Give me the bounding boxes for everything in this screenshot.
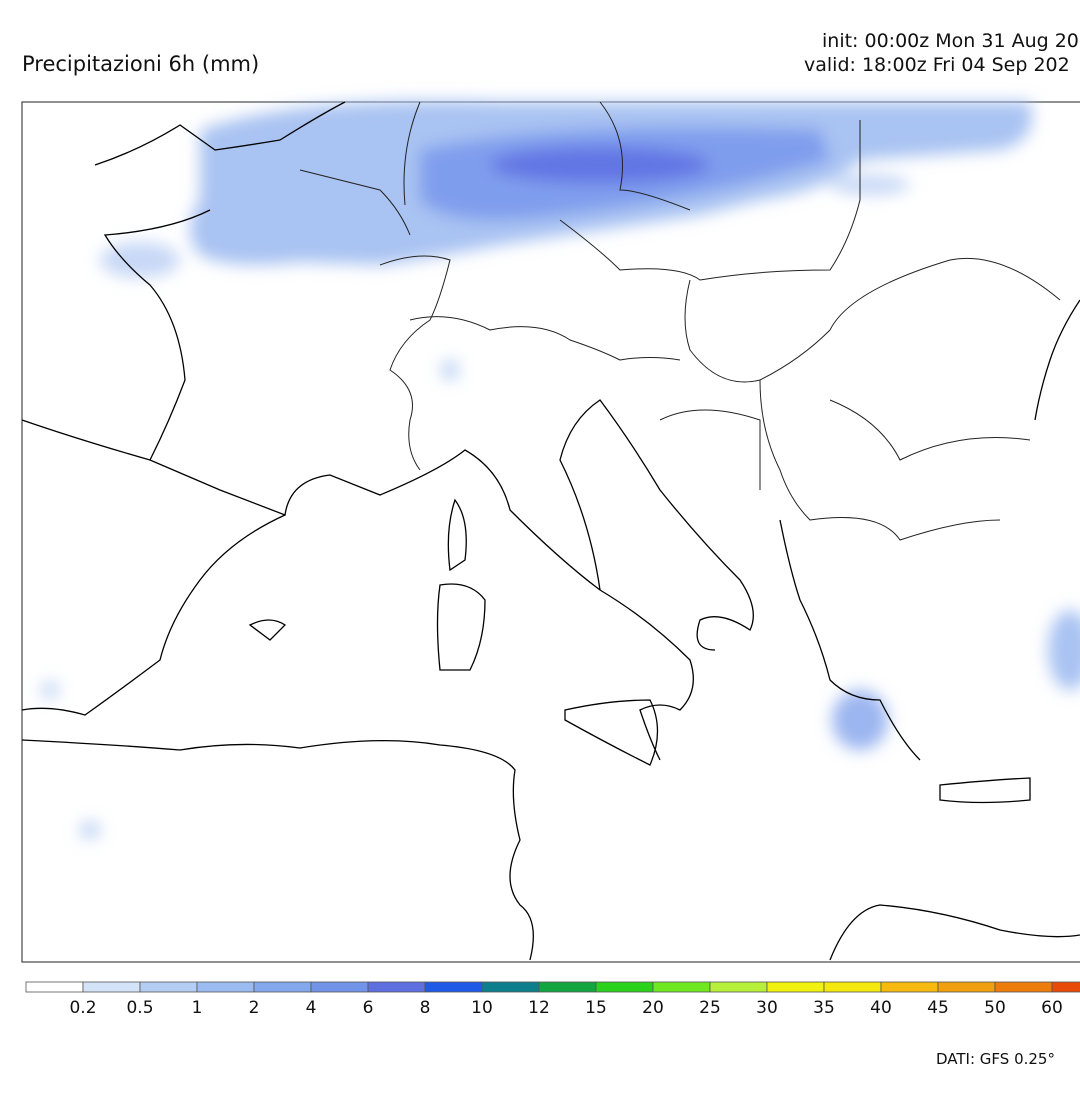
colorbar-label: 40	[870, 998, 892, 1018]
colorbar-swatch	[367, 981, 426, 993]
colorbar-label: 4	[306, 998, 317, 1018]
colorbar-swatch	[196, 981, 255, 993]
valid-time: valid: 18:00z Fri 04 Sep 202	[804, 54, 1070, 76]
colorbar-swatch	[481, 981, 540, 993]
colorbar-label: 8	[420, 998, 431, 1018]
colorbar-label: 2	[249, 998, 260, 1018]
colorbar-swatch	[253, 981, 312, 993]
colorbar-swatch	[82, 981, 141, 993]
colorbar-swatch	[937, 981, 996, 993]
colorbar-label: 45	[927, 998, 949, 1018]
colorbar-swatch	[709, 981, 768, 993]
colorbar-label: 60	[1041, 998, 1063, 1018]
colorbar-label: 6	[363, 998, 374, 1018]
colorbar-label: 10	[471, 998, 493, 1018]
colorbar-swatch	[880, 981, 939, 993]
data-source: DATI: GFS 0.25°	[936, 1050, 1055, 1068]
colorbar-swatch	[310, 981, 369, 993]
borders	[299, 101, 1061, 541]
colorbar-swatch	[424, 981, 483, 993]
colorbar-label: 30	[756, 998, 778, 1018]
init-time: init: 00:00z Mon 31 Aug 20	[822, 30, 1079, 52]
colorbar-swatch	[823, 981, 882, 993]
colorbar-swatch	[1051, 981, 1080, 993]
colorbar-swatch	[994, 981, 1053, 993]
colorbar-label: 1	[192, 998, 203, 1018]
colorbar-swatch	[652, 981, 711, 993]
colorbar-swatch	[595, 981, 654, 993]
map-title: Precipitazioni 6h (mm)	[22, 52, 260, 76]
colorbar-label: 25	[699, 998, 721, 1018]
colorbar-label: 0.2	[69, 998, 96, 1018]
colorbar-label: 12	[528, 998, 550, 1018]
colorbar-swatch	[538, 981, 597, 993]
colorbar-label: 0.5	[126, 998, 153, 1018]
colorbar-swatch	[766, 981, 825, 993]
colorbar-swatch	[139, 981, 198, 993]
colorbar: 0.2 0.5 1 2 4 6 8 10 12 15 20 25 30 35 40 45 50 60	[25, 981, 1080, 1018]
colorbar-swatch	[25, 981, 84, 993]
colorbar-label: 50	[984, 998, 1006, 1018]
colorbar-label: 20	[642, 998, 664, 1018]
precipitation	[42, 100, 1080, 838]
coastlines	[21, 101, 1080, 961]
colorbar-label: 35	[813, 998, 835, 1018]
colorbar-label: 15	[585, 998, 607, 1018]
